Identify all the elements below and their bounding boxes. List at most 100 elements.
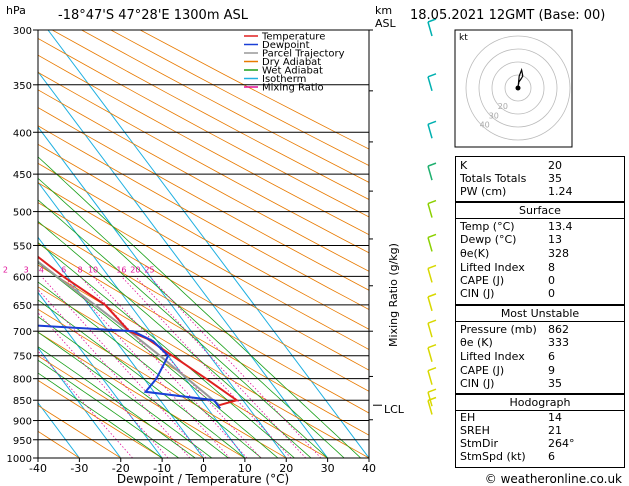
wind-barb-flag (427, 366, 437, 372)
wet-adiabat-line (38, 331, 213, 458)
wet-adiabat-line (38, 372, 163, 458)
hodograph-stats-title: Hodograph (509, 396, 571, 409)
dry-adiabat-line (38, 38, 369, 218)
hodograph-frame (454, 29, 573, 148)
dry-adiabat-line (38, 54, 369, 236)
temperature-tick-label: -20 (112, 462, 130, 475)
hodograph-ring-label: 40 (480, 120, 490, 129)
wind-barb-flag (427, 18, 437, 23)
wet-adiabat-line (38, 346, 196, 458)
km-label: km (375, 4, 392, 17)
pressure-tick-label: 950 (13, 436, 32, 447)
hodograph-ring-label: 30 (489, 111, 499, 120)
index-row: K 20 (460, 159, 562, 172)
date-title: 18.05.2021 12GMT (Base: 00) (410, 8, 605, 23)
dry-adiabat-line (38, 308, 287, 458)
mixing-ratio-label: 20 (130, 265, 140, 274)
surface-panel: Surface Temp (°C) 13.4 Dewp (°C) 13 θe(K) 3… (455, 202, 625, 305)
pressure-axis-labels: 300 350 400 450 500 550 600 650 700 750 800 850 900 9… (7, 26, 32, 465)
mixing-ratio-label: 4 (39, 265, 44, 274)
lcl-label: LCL (384, 403, 405, 416)
temperature-tick-label: 10 (238, 462, 252, 475)
mixing-ratio-line (121, 276, 292, 458)
most-unstable-panel: Most Unstable Pressure (mb) 862 θe (K) 333… (455, 305, 625, 394)
mixing-ratio-axis-title: Mixing Ratio (g/kg) (387, 243, 400, 347)
pressure-tick-label: 350 (13, 81, 32, 92)
mixing-ratio-line (79, 276, 248, 458)
wind-barb-flag (427, 233, 437, 239)
km-axis (369, 29, 382, 421)
temperature-tick-label: -10 (153, 462, 171, 475)
isotherm-line (38, 291, 163, 458)
indices-panel: K 20 Totals Totals 35 PW (cm) 1.24 (455, 156, 625, 202)
dry-adiabat-line (52, 30, 369, 200)
temperature-tick-label: 0 (200, 462, 207, 475)
wind-barb-flag (427, 396, 437, 402)
pressure-tick-label: 700 (13, 327, 32, 338)
temperature-tick-label: -40 (29, 462, 47, 475)
hodograph-ring (465, 35, 571, 141)
pressure-tick-label: 450 (13, 170, 32, 181)
mixing-ratio-line (63, 276, 230, 458)
pressure-tick-label: 600 (13, 272, 32, 283)
dry-adiabat-line (38, 71, 369, 254)
hodograph-ring (491, 61, 545, 115)
pressure-tick-label: 400 (13, 128, 32, 139)
dry-adiabat-line (110, 30, 369, 166)
hpa-label: hPa (6, 4, 26, 17)
temperature-tick-label: 30 (321, 462, 335, 475)
legend-entry: Parcel Trajectory (262, 49, 345, 60)
hodograph-unit: kt (459, 33, 468, 43)
temperature-tick-label: 20 (279, 462, 293, 475)
mixing-ratio-label: 2 (3, 265, 8, 274)
isotherm-line (38, 71, 329, 458)
temperature-tick-label: 40 (362, 462, 376, 475)
legend-entry: Mixing Ratio (262, 83, 324, 94)
legend-entry: Dewpoint (262, 40, 310, 51)
wind-barb-flag (427, 319, 437, 324)
wind-barb (427, 296, 433, 312)
mixing-ratio-line (92, 276, 262, 458)
wind-barb-flag (427, 388, 437, 393)
wind-barb (427, 370, 433, 385)
wind-barb-flag (427, 293, 437, 298)
x-axis-title: Dewpoint / Temperature (°C) (117, 472, 289, 486)
hodograph-row: EH 14 (460, 411, 562, 424)
wind-barb-flag (427, 120, 437, 125)
pressure-tick-label: 650 (13, 301, 32, 312)
asl-label: ASL (375, 17, 397, 30)
dry-adiabat-line (38, 379, 163, 458)
mixing-ratio-label: 8 (77, 265, 82, 274)
hodograph-storm-point (515, 85, 521, 91)
hodograph-stats-panel: Hodograph EH 14 SREH 21 StmDir 264° StmSpd … (455, 394, 625, 468)
hodograph-row: StmSpd (kt) 6 (460, 450, 555, 463)
wind-barb (427, 400, 433, 415)
wind-barb (427, 347, 433, 362)
surface-row: Temp (°C) 13.4 (460, 220, 573, 233)
pressure-tick-label: 750 (13, 352, 32, 363)
temperature-line (38, 255, 239, 407)
temperature-axis-labels: -40 -30 -20 -10 0 10 20 30 40 (29, 458, 376, 475)
isotherm-line (38, 181, 246, 458)
pressure-tick-label: 300 (13, 26, 32, 37)
wind-barb-flag (427, 264, 437, 270)
wind-barb (427, 124, 433, 139)
most-unstable-row: Pressure (mb) 862 (460, 323, 569, 336)
dry-adiabat-line (38, 89, 369, 272)
isotherm-line (38, 126, 287, 458)
hodograph-ring (504, 74, 532, 102)
isobar-lines (33, 29, 369, 459)
mixing-ratio-label: 25 (144, 265, 154, 274)
dry-adiabat-line (38, 107, 369, 291)
hodograph-ring-label: 20 (498, 102, 508, 111)
hodograph-ring (478, 48, 558, 128)
isotherm-line (38, 346, 122, 458)
mixing-ratio-lines (38, 276, 322, 458)
hodograph-trace (517, 67, 524, 89)
mixing-ratio-label: 6 (61, 265, 66, 274)
surface-row: Dewp (°C) 13 (460, 233, 562, 246)
wind-barb (427, 268, 433, 283)
wind-barb-flag (427, 162, 437, 167)
